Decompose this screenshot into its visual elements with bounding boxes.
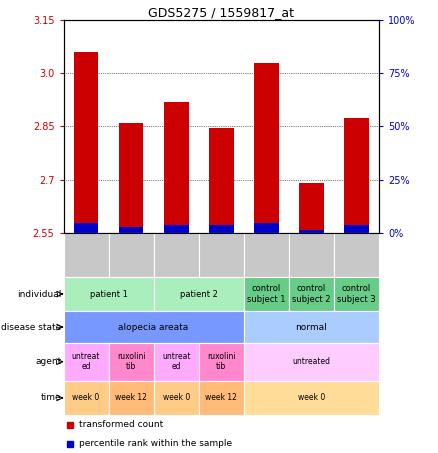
- Bar: [244, 277, 289, 311]
- Bar: [209, 128, 233, 232]
- Bar: [254, 63, 279, 232]
- Bar: [64, 232, 109, 277]
- Bar: [209, 225, 233, 232]
- Bar: [64, 277, 154, 311]
- Bar: [299, 230, 324, 232]
- Bar: [119, 227, 144, 232]
- Bar: [289, 277, 334, 311]
- Bar: [244, 232, 289, 277]
- Text: alopecia areata: alopecia areata: [119, 323, 189, 332]
- Title: GDS5275 / 1559817_at: GDS5275 / 1559817_at: [148, 6, 294, 19]
- Text: untreated: untreated: [292, 357, 330, 366]
- Bar: [199, 232, 244, 277]
- Bar: [109, 232, 154, 277]
- Text: untreat
ed: untreat ed: [162, 352, 191, 371]
- Text: week 12: week 12: [205, 393, 237, 402]
- Bar: [344, 118, 369, 232]
- Text: percentile rank within the sample: percentile rank within the sample: [79, 439, 233, 448]
- Text: patient 1: patient 1: [90, 289, 127, 299]
- Bar: [199, 343, 244, 381]
- Bar: [199, 381, 244, 415]
- Bar: [154, 232, 199, 277]
- Text: individual: individual: [17, 289, 61, 299]
- Bar: [64, 343, 109, 381]
- Bar: [109, 381, 154, 415]
- Text: control
subject 3: control subject 3: [337, 284, 376, 304]
- Bar: [334, 232, 379, 277]
- Bar: [164, 225, 188, 232]
- Text: ruxolini
tib: ruxolini tib: [207, 352, 236, 371]
- Text: patient 2: patient 2: [180, 289, 218, 299]
- Text: ruxolini
tib: ruxolini tib: [117, 352, 145, 371]
- Bar: [154, 277, 244, 311]
- Bar: [254, 223, 279, 232]
- Text: time: time: [41, 393, 61, 402]
- Text: disease state: disease state: [1, 323, 61, 332]
- Bar: [244, 381, 379, 415]
- Text: normal: normal: [295, 323, 327, 332]
- Text: week 0: week 0: [298, 393, 325, 402]
- Bar: [344, 225, 369, 232]
- Bar: [299, 183, 324, 232]
- Bar: [109, 343, 154, 381]
- Text: control
subject 2: control subject 2: [292, 284, 331, 304]
- Text: week 0: week 0: [162, 393, 190, 402]
- Bar: [64, 381, 109, 415]
- Bar: [334, 277, 379, 311]
- Bar: [74, 223, 99, 232]
- Bar: [74, 52, 99, 232]
- Bar: [244, 311, 379, 343]
- Bar: [119, 123, 144, 232]
- Bar: [164, 102, 188, 232]
- Text: untreat
ed: untreat ed: [72, 352, 100, 371]
- Text: week 0: week 0: [72, 393, 100, 402]
- Text: agent: agent: [35, 357, 61, 366]
- Text: transformed count: transformed count: [79, 420, 163, 429]
- Bar: [289, 232, 334, 277]
- Bar: [154, 381, 199, 415]
- Bar: [64, 311, 244, 343]
- Text: week 12: week 12: [115, 393, 147, 402]
- Text: control
subject 1: control subject 1: [247, 284, 286, 304]
- Bar: [154, 343, 199, 381]
- Bar: [244, 343, 379, 381]
